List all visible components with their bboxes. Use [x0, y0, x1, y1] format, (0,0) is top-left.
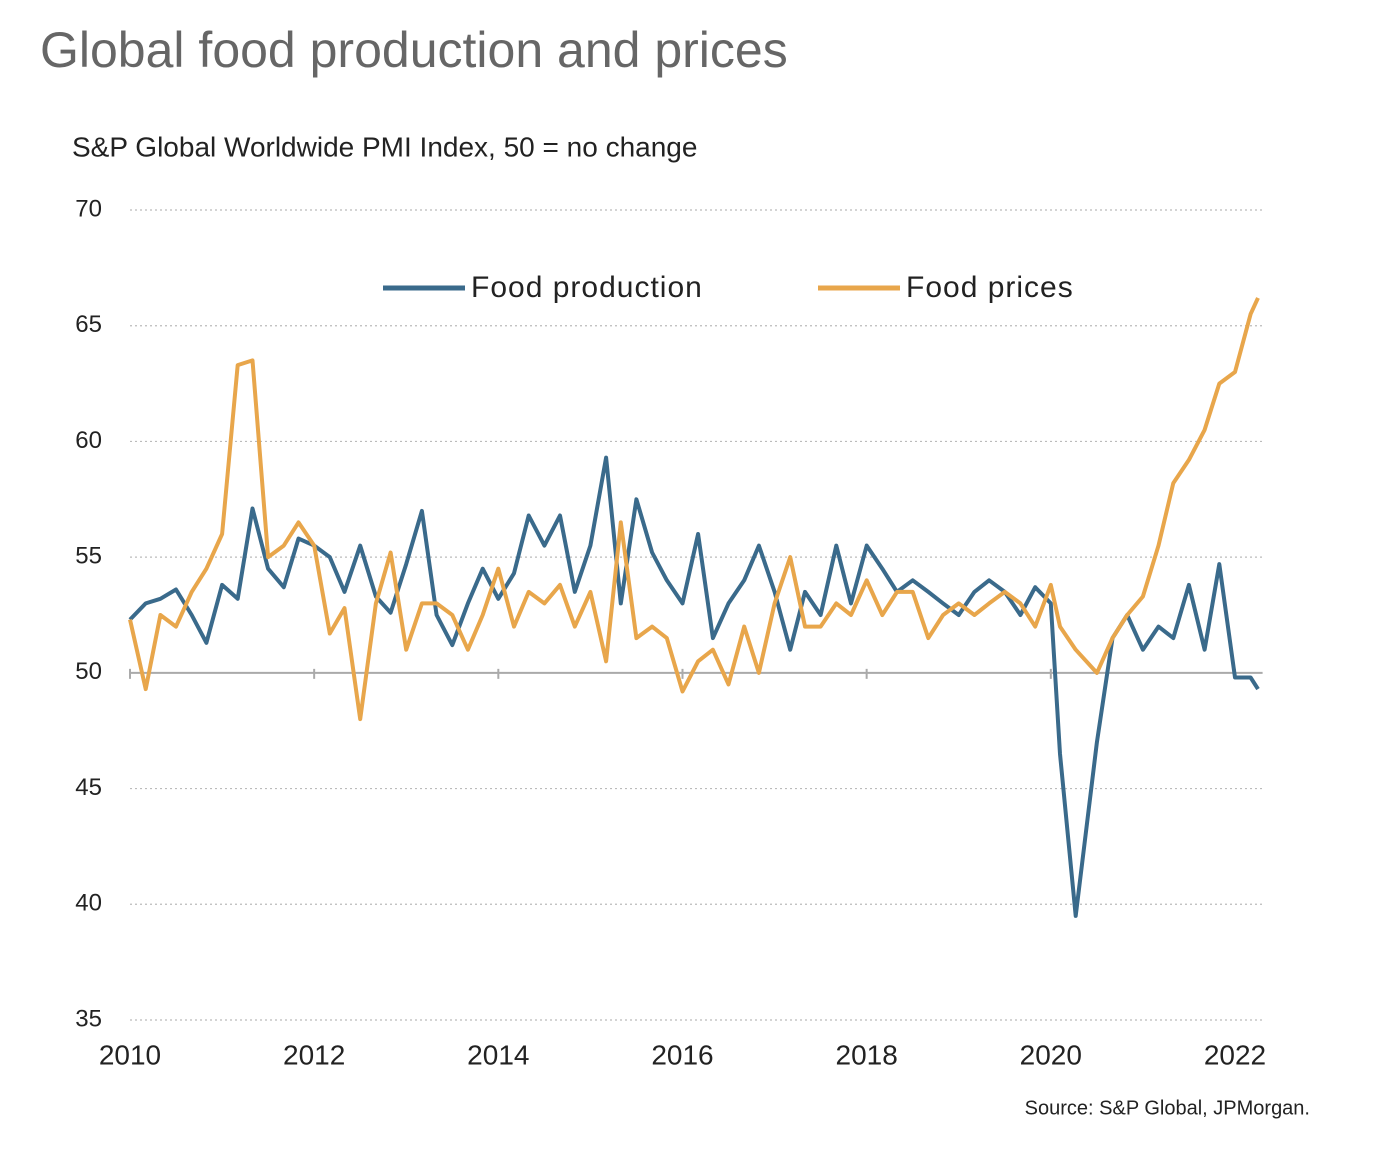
series-line [128, 455, 1260, 918]
chart-subtitle: S&P Global Worldwide PMI Index, 50 = no … [72, 131, 697, 162]
legend-label: Food prices [906, 271, 1074, 304]
y-tick-label: 60 [75, 427, 102, 454]
x-tick-label: 2012 [283, 1039, 345, 1070]
y-tick-label: 40 [75, 890, 102, 917]
y-tick-label: 65 [75, 311, 102, 338]
x-tick-label: 2020 [1020, 1039, 1082, 1070]
chart-title: Global food production and prices [40, 22, 788, 78]
x-tick-label: 2010 [99, 1039, 161, 1070]
y-tick-label: 55 [75, 542, 102, 569]
y-tick-label: 50 [75, 658, 102, 685]
x-tick-label: 2018 [836, 1039, 898, 1070]
y-tick-label: 70 [75, 195, 102, 222]
x-tick-label: 2022 [1204, 1039, 1266, 1070]
source: Source: S&P Global, JPMorgan. [1025, 1097, 1310, 1119]
y-tick-label: 45 [75, 774, 102, 801]
x-tick-label: 2016 [651, 1039, 713, 1070]
legend-label: Food production [471, 271, 703, 304]
series-line [128, 297, 1260, 722]
y-tick-label: 35 [75, 1005, 102, 1032]
x-tick-label: 2014 [467, 1039, 529, 1070]
